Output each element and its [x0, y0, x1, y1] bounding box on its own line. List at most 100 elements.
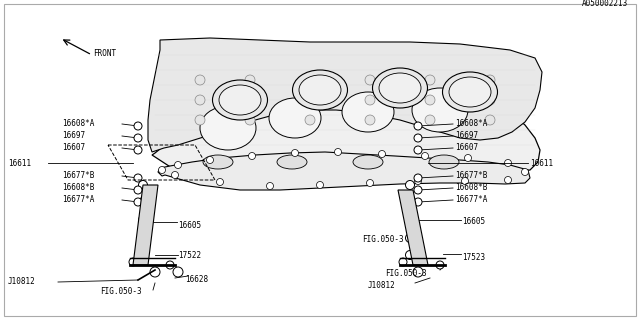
Circle shape [414, 146, 422, 154]
Circle shape [414, 186, 422, 194]
Polygon shape [398, 190, 428, 265]
Circle shape [172, 172, 179, 179]
Circle shape [175, 162, 182, 169]
Circle shape [245, 95, 255, 105]
Text: 16677*B: 16677*B [455, 172, 488, 180]
Circle shape [195, 95, 205, 105]
Polygon shape [148, 38, 542, 152]
Circle shape [485, 115, 495, 125]
Text: 17523: 17523 [462, 252, 485, 261]
Circle shape [365, 75, 375, 85]
Circle shape [406, 251, 415, 260]
Ellipse shape [277, 155, 307, 169]
Circle shape [134, 134, 142, 142]
Text: 16611: 16611 [8, 158, 31, 167]
Circle shape [173, 267, 183, 277]
Circle shape [138, 234, 147, 243]
Text: 16607: 16607 [62, 143, 85, 153]
Text: J10812: J10812 [8, 277, 36, 286]
Text: 16611: 16611 [530, 158, 553, 167]
Circle shape [436, 261, 444, 269]
Circle shape [406, 234, 415, 243]
Circle shape [406, 180, 415, 189]
Circle shape [305, 75, 315, 85]
Circle shape [266, 182, 273, 189]
Text: 16605: 16605 [178, 220, 201, 229]
Circle shape [317, 181, 323, 188]
Polygon shape [152, 70, 540, 180]
Circle shape [305, 115, 315, 125]
Circle shape [365, 115, 375, 125]
Circle shape [522, 169, 529, 175]
Circle shape [425, 115, 435, 125]
Text: FRONT: FRONT [93, 49, 116, 58]
Circle shape [134, 198, 142, 206]
Circle shape [504, 177, 511, 183]
Text: 16605: 16605 [462, 218, 485, 227]
Circle shape [465, 155, 472, 162]
Circle shape [414, 174, 422, 182]
Circle shape [207, 156, 214, 164]
Ellipse shape [299, 75, 341, 105]
Ellipse shape [353, 155, 383, 169]
Text: 16608*A: 16608*A [62, 119, 94, 129]
Text: 16697: 16697 [455, 132, 478, 140]
Circle shape [335, 148, 342, 156]
Text: FIG.050-3: FIG.050-3 [385, 268, 427, 277]
Ellipse shape [429, 155, 459, 169]
Text: 16677*A: 16677*A [455, 196, 488, 204]
Circle shape [425, 95, 435, 105]
Ellipse shape [449, 77, 491, 107]
Ellipse shape [269, 98, 321, 138]
Circle shape [245, 115, 255, 125]
Circle shape [414, 122, 422, 130]
Text: 16677*A: 16677*A [62, 196, 94, 204]
Circle shape [305, 95, 315, 105]
Polygon shape [158, 152, 530, 190]
Text: 16608*B: 16608*B [455, 183, 488, 193]
Circle shape [134, 186, 142, 194]
Ellipse shape [379, 73, 421, 103]
Circle shape [415, 178, 422, 185]
Circle shape [138, 251, 147, 260]
Text: FIG.050-3: FIG.050-3 [362, 236, 404, 244]
Circle shape [406, 197, 415, 206]
Circle shape [159, 166, 166, 173]
Polygon shape [133, 185, 158, 265]
Text: 16677*B: 16677*B [62, 172, 94, 180]
Text: 17522: 17522 [178, 251, 201, 260]
Text: J10812: J10812 [368, 281, 396, 290]
Circle shape [291, 149, 298, 156]
Circle shape [414, 134, 422, 142]
Circle shape [166, 261, 174, 269]
Circle shape [378, 150, 385, 157]
Ellipse shape [200, 106, 256, 150]
Circle shape [150, 267, 160, 277]
Circle shape [365, 95, 375, 105]
Ellipse shape [292, 70, 348, 110]
Text: 16608*A: 16608*A [455, 119, 488, 129]
Circle shape [138, 215, 147, 225]
Text: 16697: 16697 [62, 132, 85, 140]
Circle shape [134, 122, 142, 130]
Ellipse shape [219, 85, 261, 115]
Circle shape [138, 180, 147, 189]
Ellipse shape [412, 88, 468, 132]
Text: FIG.050-3: FIG.050-3 [100, 287, 141, 297]
Circle shape [422, 153, 429, 159]
Circle shape [245, 75, 255, 85]
Ellipse shape [212, 80, 268, 120]
Circle shape [134, 146, 142, 154]
Ellipse shape [342, 92, 394, 132]
Circle shape [367, 180, 374, 187]
Circle shape [413, 267, 423, 277]
Circle shape [399, 258, 407, 266]
Text: 16607: 16607 [455, 143, 478, 153]
Circle shape [138, 197, 147, 206]
Ellipse shape [203, 155, 233, 169]
Ellipse shape [372, 68, 428, 108]
Circle shape [406, 215, 415, 225]
Circle shape [461, 178, 468, 185]
Circle shape [216, 179, 223, 186]
Circle shape [485, 75, 495, 85]
